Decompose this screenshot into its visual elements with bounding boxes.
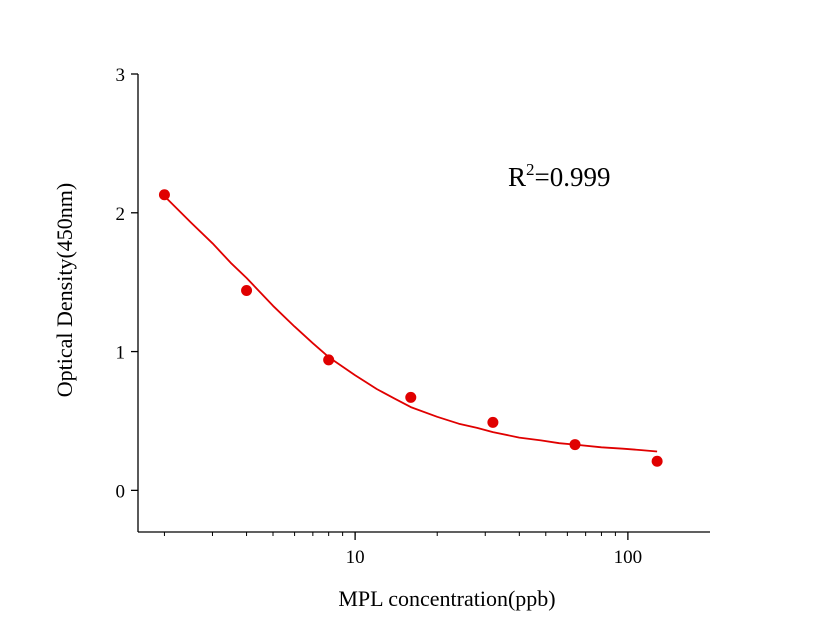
r-squared-value: =0.999 bbox=[535, 162, 611, 192]
plot-area bbox=[137, 74, 710, 533]
data-point bbox=[487, 416, 499, 428]
data-points bbox=[158, 189, 663, 467]
data-point bbox=[405, 391, 417, 403]
data-point bbox=[323, 354, 335, 366]
x-tick-label: 100 bbox=[614, 547, 643, 568]
data-point bbox=[158, 189, 170, 201]
y-tick-label: 0 bbox=[116, 481, 126, 502]
fit-curves bbox=[163, 195, 658, 453]
y-tick-label: 3 bbox=[116, 65, 126, 86]
fit-curve bbox=[163, 195, 658, 453]
data-point bbox=[569, 439, 581, 451]
r-squared-annotation: R2=0.999 bbox=[508, 160, 611, 192]
x-tick-label: 10 bbox=[346, 547, 365, 568]
y-tick-label: 2 bbox=[116, 204, 126, 225]
x-axis-title: MPL concentration(ppb) bbox=[338, 586, 555, 611]
r-squared-base: R bbox=[508, 162, 526, 192]
x-ticks: 10 100 bbox=[163, 532, 643, 568]
y-ticks: 0 1 2 3 bbox=[116, 65, 138, 502]
data-point bbox=[241, 285, 253, 297]
y-axis-title: Optical Density(450nm) bbox=[52, 183, 77, 397]
data-point bbox=[651, 455, 663, 467]
y-tick-label: 1 bbox=[116, 343, 126, 364]
r-squared-superscript: 2 bbox=[526, 160, 535, 179]
